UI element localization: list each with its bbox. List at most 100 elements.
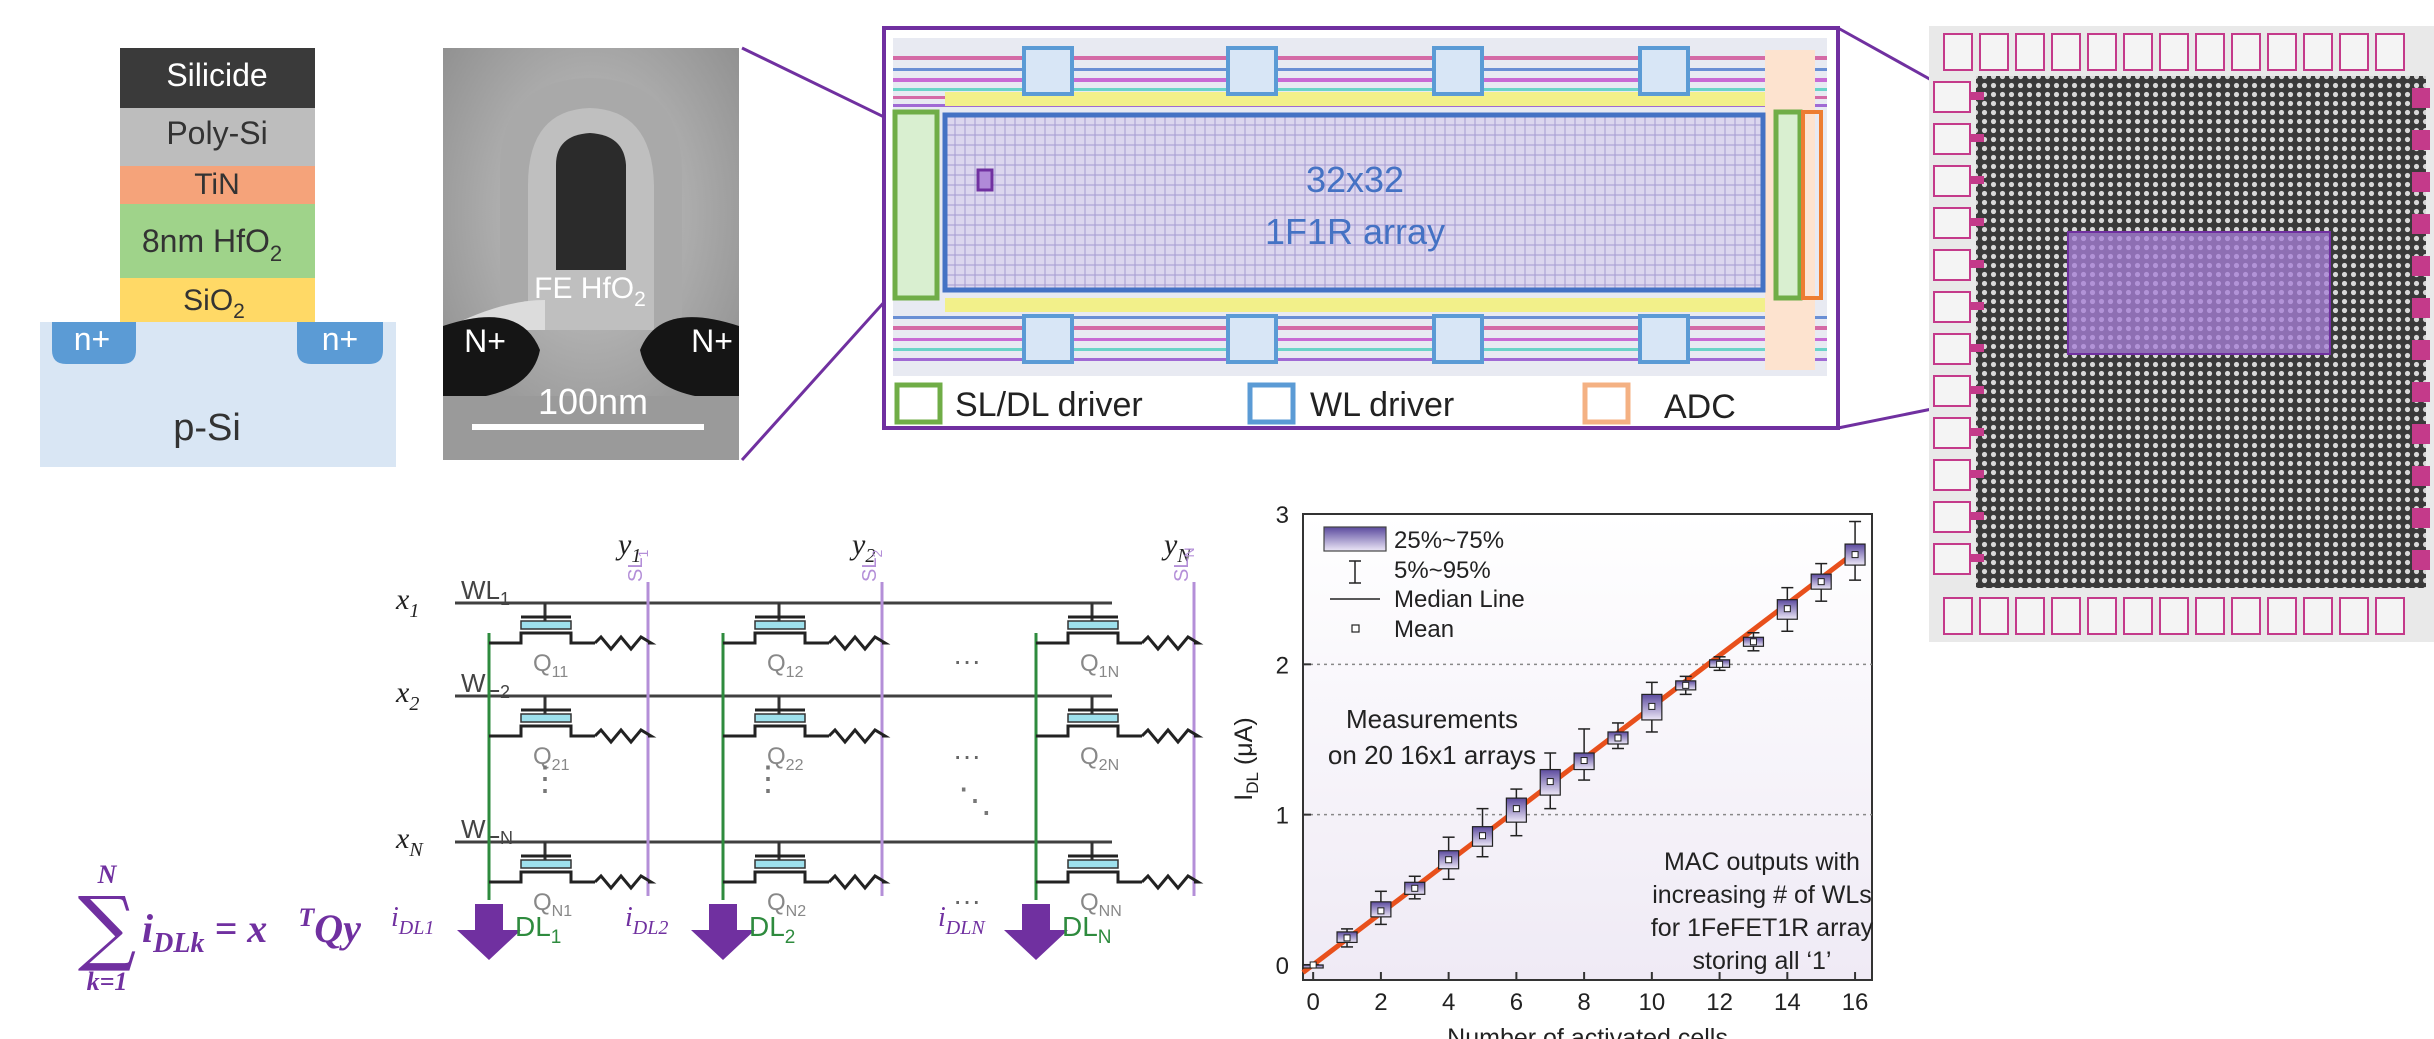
channel bbox=[489, 870, 595, 884]
column-input-label: y1 bbox=[615, 528, 641, 567]
series-resistor bbox=[1140, 873, 1204, 891]
pad-trace-right bbox=[2412, 508, 2430, 528]
mean-marker bbox=[1343, 934, 1351, 942]
layout-yellow-strip-bottom bbox=[945, 298, 1765, 312]
box-plot-5 bbox=[1471, 807, 1494, 858]
y-axis-label: IDL (μA) bbox=[1230, 717, 1262, 800]
mean-marker bbox=[1614, 734, 1622, 742]
pad-trace-right bbox=[2412, 256, 2430, 276]
channel bbox=[1036, 870, 1142, 884]
array-region bbox=[942, 112, 1766, 293]
annotation-mac-outputs: storing all ‘1’ bbox=[1693, 947, 1832, 975]
box-plot-9 bbox=[1607, 722, 1629, 750]
pad-trace bbox=[1970, 344, 1984, 352]
mean-marker bbox=[1309, 961, 1317, 969]
row-ellipsis: ··· bbox=[953, 740, 981, 771]
bond-pad-bottom bbox=[2015, 597, 2045, 635]
gate-stack-diagram: Silicide Poly-Si TiN 8nm HfO2 SiO2 n+ n+… bbox=[40, 48, 396, 467]
transistor-label: QN1 bbox=[533, 889, 572, 920]
legend-mean-swatch bbox=[1351, 624, 1360, 633]
pad-trace-right bbox=[2412, 172, 2430, 192]
pad-trace bbox=[1970, 470, 1984, 478]
mean-marker bbox=[1851, 551, 1859, 559]
ferroelectric-layer bbox=[754, 859, 806, 869]
bond-pad-left bbox=[1933, 207, 1971, 239]
drain-line-label: DLN bbox=[1062, 911, 1112, 948]
diagonal-ellipsis: ⋱ bbox=[958, 782, 992, 820]
fe-hfo2-label: FE HfO2 bbox=[534, 272, 646, 311]
annotation-measurements: Measurements bbox=[1346, 704, 1518, 734]
channel bbox=[1036, 724, 1142, 738]
row-ellipsis: ··· bbox=[953, 645, 981, 676]
sl-driver-left bbox=[892, 109, 940, 301]
y-tick-label: 2 bbox=[1276, 652, 1289, 679]
pad-trace bbox=[1970, 302, 1984, 310]
tem-n-right-label: N+ bbox=[691, 323, 733, 359]
pad-trace bbox=[1970, 134, 1984, 142]
n-plus-left-label: n+ bbox=[74, 321, 110, 357]
box-plot-3 bbox=[1404, 875, 1426, 900]
drain-line-label: DL2 bbox=[749, 911, 795, 948]
pad-trace-right bbox=[2412, 214, 2430, 234]
row-input-label: x2 bbox=[395, 676, 419, 715]
pad-trace-right bbox=[2412, 130, 2430, 150]
word-line-label: WL2 bbox=[461, 668, 510, 702]
mean-marker bbox=[1648, 702, 1656, 710]
box-plot-15 bbox=[1810, 562, 1832, 602]
equation-body: iDLk = x⃗TQy⃗ bbox=[142, 903, 392, 959]
transistor-label: QN2 bbox=[767, 889, 806, 920]
source-line-label: SL1 bbox=[625, 550, 651, 582]
output-current-label: iDL2 bbox=[625, 902, 668, 939]
pad-trace-right bbox=[2412, 340, 2430, 360]
box-plot-6 bbox=[1505, 788, 1527, 837]
channel bbox=[1036, 631, 1142, 645]
bond-pad-top bbox=[2123, 33, 2153, 71]
pad-trace bbox=[1970, 554, 1984, 562]
channel bbox=[489, 724, 595, 738]
x-tick-label: 2 bbox=[1374, 989, 1387, 1016]
layer-sio2 bbox=[120, 278, 315, 322]
bond-pad-bottom bbox=[2231, 597, 2261, 635]
pad-trace bbox=[1970, 176, 1984, 184]
bond-pad-top bbox=[1943, 33, 1973, 71]
transistor-label: Q1N bbox=[1080, 650, 1119, 681]
cell-highlight bbox=[976, 168, 994, 192]
chart-legend: 25%~75% 5%~95%Median Line Mean bbox=[1323, 526, 1525, 643]
sum-symbol: ∑ bbox=[78, 880, 137, 975]
channel bbox=[723, 631, 829, 645]
y-tick-label: 3 bbox=[1276, 502, 1289, 529]
transistor-label: Q21 bbox=[533, 743, 570, 774]
transistor-label: Q22 bbox=[767, 743, 804, 774]
x-tick-label: 14 bbox=[1774, 989, 1801, 1016]
fefet-cell: QNN bbox=[1036, 842, 1204, 920]
poly-si-label: Poly-Si bbox=[166, 115, 267, 151]
box-plot-13 bbox=[1742, 632, 1765, 652]
ferroelectric-layer bbox=[754, 620, 806, 630]
box-plot-11 bbox=[1675, 675, 1697, 696]
bond-pad-bottom bbox=[2159, 597, 2189, 635]
adc-block bbox=[1801, 110, 1823, 300]
layer-hfo2 bbox=[120, 204, 315, 278]
bond-pad-bottom bbox=[2267, 597, 2297, 635]
tem-cross-section: FE HfO2 N+ N+ 100nm bbox=[443, 48, 739, 460]
box-plot-14 bbox=[1776, 586, 1798, 633]
transistor-label: Q11 bbox=[533, 650, 568, 681]
layer-tin bbox=[120, 166, 315, 204]
mean-marker bbox=[1512, 805, 1520, 813]
mean-marker bbox=[1411, 884, 1419, 892]
die-micrograph bbox=[1929, 26, 2434, 642]
bond-pad-left bbox=[1933, 333, 1971, 365]
bond-pad-left bbox=[1933, 375, 1971, 407]
bond-pad-left bbox=[1933, 543, 1971, 575]
ferroelectric-layer bbox=[520, 620, 572, 630]
mean-marker bbox=[1580, 757, 1588, 765]
pad-trace-right bbox=[2412, 382, 2430, 402]
box-plot-2 bbox=[1370, 890, 1392, 926]
column-input-label: y2 bbox=[849, 528, 875, 567]
tem-n-left-label: N+ bbox=[464, 323, 506, 359]
column-vellipsis: ⋮ bbox=[528, 760, 562, 798]
bond-pad-bottom bbox=[2051, 597, 2081, 635]
bond-pad-top bbox=[2051, 33, 2081, 71]
annotation-mac-outputs: increasing # of WLs bbox=[1652, 881, 1872, 909]
